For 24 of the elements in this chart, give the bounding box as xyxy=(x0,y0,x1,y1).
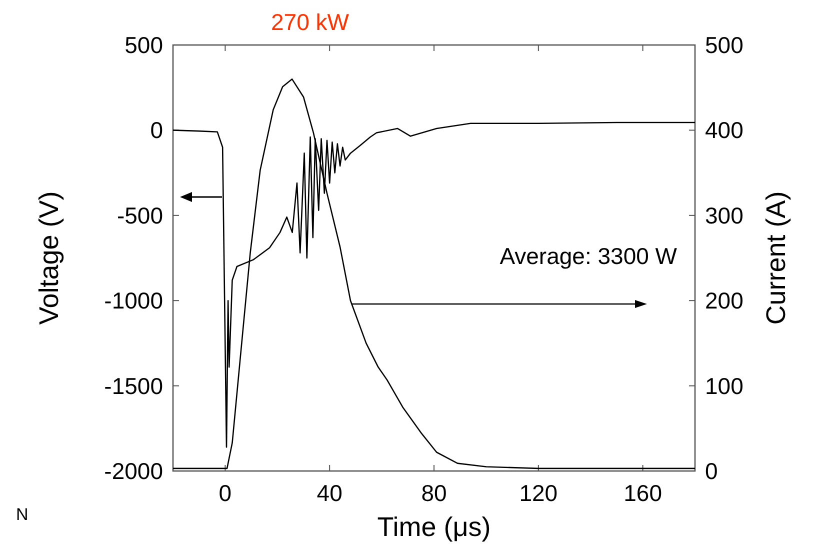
y2-tick-label: 300 xyxy=(705,202,744,228)
x-tick-label: 0 xyxy=(218,480,232,506)
y-tick-label: -500 xyxy=(116,202,163,228)
y2-tick-label: 200 xyxy=(705,288,744,314)
y2-tick-label: 0 xyxy=(705,458,718,484)
text: N xyxy=(16,505,28,524)
y-tick-label: -1000 xyxy=(104,288,163,314)
y2-tick-label: 500 xyxy=(705,32,744,58)
x-tick-label: 160 xyxy=(624,480,662,506)
x-axis-title: Time (μs) xyxy=(377,512,491,542)
y2-tick-label: 400 xyxy=(705,117,744,144)
x-tick-label: 40 xyxy=(316,480,342,506)
y-tick-label: 500 xyxy=(124,32,163,58)
y2-axis-title: Current (A) xyxy=(761,191,791,325)
x-tick-label: 80 xyxy=(421,480,447,506)
y2-tick-label: 100 xyxy=(705,372,744,399)
y-tick-label: -1500 xyxy=(104,372,163,399)
text: 270 kW xyxy=(271,9,350,35)
y-tick-label: 0 xyxy=(150,117,163,144)
line-series xyxy=(172,78,696,470)
annotation: Average: 3300 W xyxy=(500,243,678,269)
y-tick-label: -2000 xyxy=(104,458,163,484)
y-axis-title: Voltage (V) xyxy=(34,191,64,325)
x-tick-label: 120 xyxy=(519,480,558,506)
